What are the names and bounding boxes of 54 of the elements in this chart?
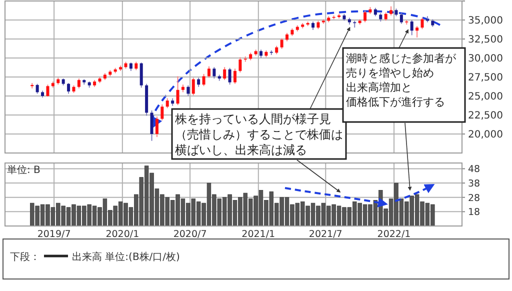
candlestick (280, 38, 284, 50)
y-tick-label: 35,000 (468, 16, 503, 26)
candlestick (186, 84, 190, 96)
candlestick (150, 110, 154, 142)
y-tick-label: 28 (468, 192, 480, 204)
y-tick-label: 38 (468, 178, 480, 190)
candlestick (67, 82, 70, 94)
x-tick-label: 2020/1 (106, 229, 140, 240)
y-tick-label: 32,500 (468, 34, 503, 46)
y-tick-label: 22,500 (468, 110, 503, 122)
candlestick (238, 56, 242, 73)
candlestick (410, 20, 414, 36)
candlestick (212, 66, 216, 80)
candlestick (155, 116, 158, 138)
candlestick (420, 17, 424, 30)
candlestick (202, 73, 206, 87)
x-tick-label: 2022/1 (377, 229, 411, 240)
annotation: 売りを増やし始め (346, 66, 434, 80)
text: 出来高 単位:(B株/口/枚) (72, 251, 180, 263)
candlestick (364, 10, 367, 23)
x-tick-label: 2019/7 (37, 229, 71, 240)
y-axis-title: 単位: B (7, 164, 41, 176)
x-tick-label: 2021/1 (242, 229, 276, 240)
annotation: 価格低下が進行する (346, 96, 445, 108)
candlestick (400, 12, 403, 24)
y-tick-label: 30,000 (468, 54, 503, 64)
x-tick-label: 2020/7 (173, 229, 207, 240)
candlestick (228, 67, 232, 86)
candlestick (36, 83, 39, 94)
y-tick-label: 18 (468, 207, 480, 218)
candlestick (192, 77, 195, 96)
annotation: 出来高増加と (346, 81, 412, 94)
candlestick (233, 68, 236, 84)
candlestick (390, 6, 393, 16)
candlestick (77, 78, 80, 89)
candlestick (160, 104, 164, 121)
candlestick (207, 66, 210, 78)
candlestick (46, 84, 50, 98)
annotation: 潮時と感じた参加者が (346, 52, 457, 65)
legend-title: 下段： (10, 251, 40, 263)
y-tick-label: 25,000 (468, 92, 503, 102)
y-tick-label: 20,000 (468, 130, 503, 140)
candlestick (176, 76, 180, 106)
candlestick (223, 66, 226, 81)
y-tick-label: 27,500 (468, 72, 503, 84)
x-tick-label: 2021/7 (308, 229, 342, 240)
candlestick (140, 62, 143, 88)
y-tick-label: 48 (468, 164, 480, 176)
candlestick (166, 98, 169, 109)
candlestick (197, 77, 200, 88)
annotation: 株を持っている人間が様子見 (174, 112, 331, 126)
candlestick (416, 26, 419, 38)
annotation: （売惜しみ）することで株価は (175, 128, 343, 142)
annotation: 横ばいし、出来高は減る (175, 143, 307, 157)
